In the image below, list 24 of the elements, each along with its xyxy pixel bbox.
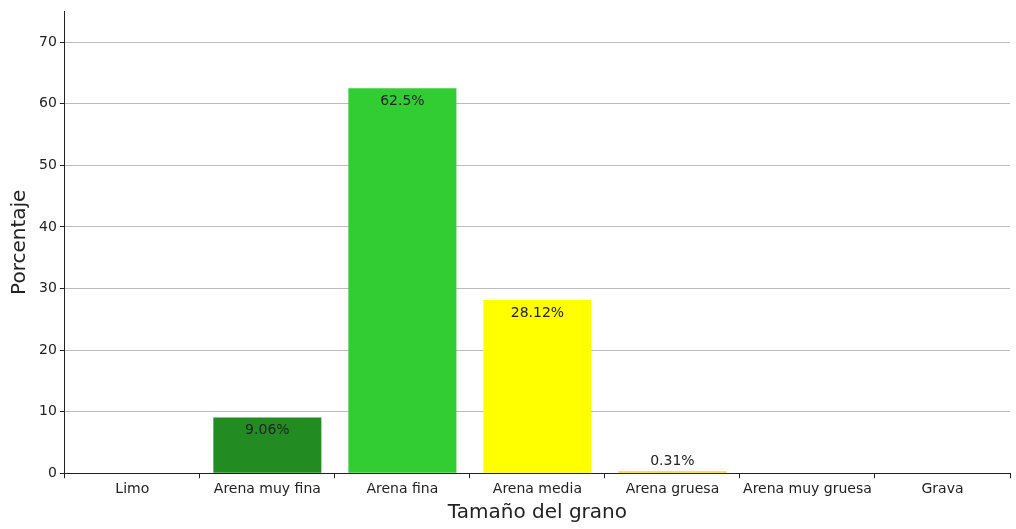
bar [348, 88, 457, 473]
y-tick-label: 30 [38, 279, 57, 296]
x-tick-label: Arena fina [366, 480, 439, 497]
y-tick-label: 50 [38, 155, 57, 172]
x-tick-label: Limo [115, 480, 150, 497]
y-tick-label: 70 [38, 32, 57, 49]
y-tick-label: 0 [47, 463, 57, 480]
x-tick-label: Grava [921, 480, 964, 497]
x-tick-label: Arena gruesa [625, 480, 720, 497]
x-tick-label: Arena muy gruesa [743, 480, 872, 497]
y-axis-title: Porcentaje [6, 189, 31, 295]
y-tick-label: 60 [38, 94, 57, 111]
x-tick-label: Arena muy fina [213, 480, 321, 497]
y-tick-label: 10 [38, 402, 57, 419]
bar [213, 417, 322, 473]
x-axis-title: Tamaño del grano [446, 499, 627, 524]
y-tick-label: 20 [38, 340, 57, 357]
y-tick-label: 40 [38, 217, 57, 234]
bar [483, 300, 592, 473]
data-label: 0.31% [650, 451, 695, 468]
x-tick-label: Arena media [492, 480, 582, 497]
data-label: 9.06% [245, 421, 290, 438]
data-label: 62.5% [380, 92, 425, 109]
data-label: 28.12% [510, 303, 565, 320]
